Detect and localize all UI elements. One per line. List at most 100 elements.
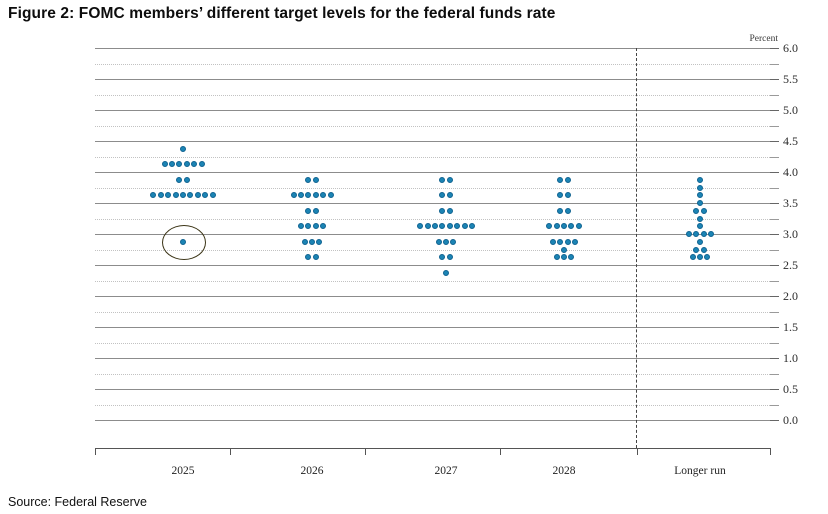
projection-dot (417, 223, 424, 230)
projection-dot (704, 254, 711, 261)
y-axis-tick (770, 218, 779, 220)
projection-dot (557, 238, 564, 245)
y-axis-tick-label: 1.0 (783, 351, 798, 365)
projection-dot (697, 184, 703, 191)
y-axis-tick-label: 0.5 (783, 382, 798, 396)
y-axis-tick (770, 280, 779, 282)
y-axis-tick (770, 327, 779, 328)
projection-dot (176, 176, 183, 183)
projection-dot (309, 238, 315, 245)
projection-dot (557, 207, 564, 214)
minor-gridline (95, 280, 770, 282)
projection-dot (564, 192, 571, 199)
y-axis-tick (770, 125, 779, 127)
projection-dot (297, 223, 304, 230)
projection-dot (312, 254, 319, 261)
projection-dot (187, 192, 194, 199)
projection-dot (697, 192, 703, 199)
projection-dot (685, 231, 692, 237)
y-axis-tick-label: 4.0 (783, 165, 798, 179)
projection-dot (461, 223, 468, 230)
projection-dot (165, 192, 172, 199)
projection-dot (546, 223, 553, 230)
minor-gridline (95, 373, 770, 375)
y-axis-tick (770, 234, 779, 235)
y-axis-tick (770, 141, 779, 142)
projection-dot (194, 192, 201, 199)
figure-title: Figure 2: FOMC members’ different target… (8, 5, 556, 22)
projection-dot (553, 254, 560, 261)
projection-dot (172, 192, 179, 199)
projection-dot (320, 192, 327, 199)
y-axis-tick-label: 4.5 (783, 134, 798, 148)
projection-dot (180, 192, 186, 199)
projection-dot (564, 238, 571, 245)
projection-dot (549, 238, 556, 245)
x-axis-tick (500, 448, 501, 455)
projection-dot (443, 269, 449, 276)
highlight-ellipse-annotation (162, 225, 206, 261)
x-axis-tick (95, 448, 96, 455)
y-axis-tick (770, 296, 779, 297)
y-axis-tick-label: 2.5 (783, 258, 798, 272)
projection-dot (191, 161, 198, 168)
projection-dot (320, 223, 327, 230)
projection-dot (572, 238, 579, 245)
projection-dot (697, 176, 703, 183)
projection-dot (693, 207, 700, 214)
projection-dot (312, 207, 319, 214)
y-axis-tick (770, 265, 779, 266)
y-axis-tick (770, 187, 779, 189)
projection-dot (700, 207, 707, 214)
x-axis-tick (365, 448, 366, 455)
projection-dot (305, 207, 312, 214)
projection-dot (168, 161, 175, 168)
projection-dot (209, 192, 216, 199)
projection-dot (424, 223, 431, 230)
y-axis-tick (770, 311, 779, 313)
projection-dot (305, 192, 312, 199)
y-axis-tick (770, 404, 779, 406)
projection-dot (450, 238, 457, 245)
projection-dot (327, 192, 334, 199)
minor-gridline (95, 156, 770, 158)
projection-dot (439, 223, 446, 230)
y-axis-tick (770, 63, 779, 65)
projection-dot (564, 176, 571, 183)
y-axis-tick (770, 110, 779, 111)
major-gridline (95, 79, 770, 80)
projection-dot (297, 192, 304, 199)
projection-dot (454, 223, 461, 230)
y-axis-unit-label: Percent (749, 34, 779, 44)
y-axis-tick-label: 3.0 (783, 227, 798, 241)
y-axis-tick-label: 5.5 (783, 72, 798, 86)
projection-dot (183, 176, 190, 183)
x-axis-line (95, 448, 770, 449)
y-axis-tick (770, 203, 779, 204)
projection-dot (439, 254, 446, 261)
projection-dot (561, 254, 567, 261)
projection-dot (700, 231, 707, 237)
projection-dot (697, 200, 703, 206)
minor-gridline (95, 311, 770, 313)
projection-dot (568, 223, 575, 230)
projection-dot (312, 192, 319, 199)
x-axis-tick (230, 448, 231, 455)
projection-dot (468, 223, 475, 230)
major-gridline (95, 265, 770, 266)
y-axis-tick (770, 48, 779, 49)
projection-dot (697, 215, 703, 222)
y-axis-tick (770, 249, 779, 251)
projection-dot (316, 238, 323, 245)
projection-dot (150, 192, 157, 199)
projection-dot (439, 176, 446, 183)
projection-dot (301, 238, 308, 245)
projection-dot (446, 223, 453, 230)
y-axis-tick (770, 358, 779, 359)
projection-dot (553, 223, 560, 230)
x-axis-tick (637, 448, 638, 455)
projection-dot (700, 246, 707, 253)
minor-gridline (95, 63, 770, 65)
